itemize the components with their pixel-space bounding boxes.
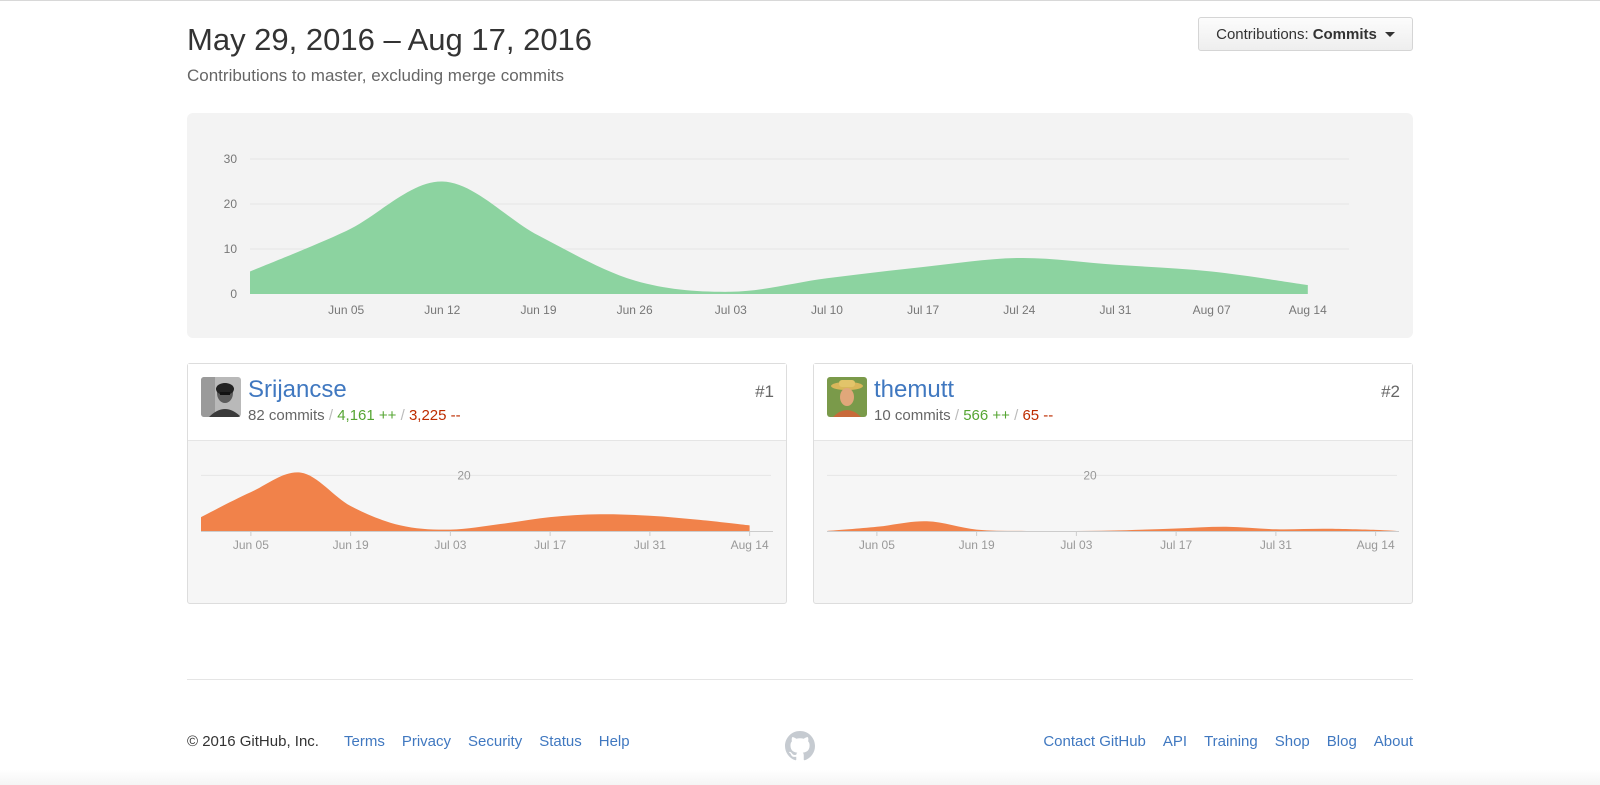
footer-link-privacy[interactable]: Privacy: [401, 733, 452, 750]
x-tick-label: Jul 24: [1003, 303, 1035, 317]
contributions-area-chart: 0 10 20 30 Jun 05 Jun 12 Jun 19 Jun 26 Jul 03 Jul…: [224, 152, 1349, 317]
y-tick-label: 20: [457, 468, 471, 482]
series-area: [201, 472, 750, 531]
deletions-count: 65 --: [1022, 407, 1054, 424]
x-tick-label: Jun 26: [617, 303, 653, 317]
commits-count-link[interactable]: 10 commits: [874, 407, 951, 424]
footer-link-terms[interactable]: Terms: [344, 733, 385, 750]
footer-link-training[interactable]: Training: [1204, 733, 1258, 750]
footer-link-contact[interactable]: Contact GitHub: [1043, 733, 1146, 750]
footer-link-blog[interactable]: Blog: [1326, 733, 1357, 750]
contributor-card-1: Srijancse 82 commits / 4,161 ++ / 3,225 …: [187, 363, 787, 604]
contributions-type-dropdown[interactable]: Contributions: Commits: [1198, 17, 1413, 51]
contributor-name-link[interactable]: themutt: [874, 376, 955, 403]
y-tick-label: 30: [224, 152, 238, 166]
x-tick-label: Aug 14: [731, 538, 769, 552]
contributions-value: Commits: [1312, 25, 1377, 43]
series-area: [827, 521, 1397, 532]
avatar[interactable]: [827, 377, 867, 417]
contributions-label: Contributions:: [1216, 25, 1309, 43]
x-tick-label: Jul 31: [1260, 538, 1292, 552]
y-tick-label: 10: [224, 242, 238, 256]
site-footer: © 2016 GitHub, Inc. Terms Privacy Securi…: [187, 731, 1413, 761]
contributor-rank: #1: [755, 382, 774, 401]
x-tick-label: Jul 10: [811, 303, 843, 317]
additions-count: 4,161 ++: [337, 407, 397, 424]
copyright-text: © 2016 GitHub, Inc.: [187, 733, 319, 750]
footer-link-status[interactable]: Status: [539, 733, 582, 750]
footer-links-left: Terms Privacy Security Status Help: [344, 733, 630, 750]
bottom-edge: [0, 770, 1600, 785]
footer-link-shop[interactable]: Shop: [1274, 733, 1310, 750]
github-logo: [785, 731, 815, 761]
x-tick-label: Jun 05: [233, 538, 269, 552]
series-area: [250, 181, 1308, 294]
x-tick-label: Jun 05: [328, 303, 364, 317]
x-tick-label: Jun 19: [959, 538, 995, 552]
contributor-card-2: themutt 10 commits / 566 ++ / 65 -- #2 2…: [813, 363, 1413, 604]
y-tick-label: 20: [1083, 468, 1097, 482]
separator: /: [1014, 407, 1019, 424]
additions-count: 566 ++: [963, 407, 1010, 424]
y-tick-label: 0: [230, 287, 237, 301]
x-tick-label: Aug 14: [1289, 303, 1327, 317]
x-tick-label: Jun 05: [859, 538, 895, 552]
footer-divider: [187, 679, 1413, 680]
separator: /: [328, 407, 334, 424]
contributor-card-header: Srijancse 82 commits / 4,161 ++ / 3,225 …: [188, 364, 786, 441]
caret-down-icon: [1384, 31, 1395, 37]
commits-count-link[interactable]: 82 commits: [248, 407, 325, 424]
x-tick-label: Jun 19: [333, 538, 369, 552]
footer-links-right: Contact GitHub API Training Shop Blog Ab…: [1043, 733, 1413, 750]
y-tick-label: 20: [224, 197, 238, 211]
avatar[interactable]: [201, 377, 241, 417]
x-tick-label: Jul 03: [1060, 538, 1092, 552]
footer-link-about[interactable]: About: [1373, 733, 1413, 750]
x-tick-label: Jul 17: [1160, 538, 1192, 552]
person-avatar-hat-icon: [827, 377, 867, 417]
x-tick-label: Aug 14: [1357, 538, 1395, 552]
x-tick-label: Jul 31: [1099, 303, 1131, 317]
deletions-count: 3,225 --: [408, 407, 461, 424]
contributor-area-chart: 20 Jun 05 Jun 19 Jul 03 Jul 17 Jul 31 Aug 14: [827, 468, 1399, 552]
top-border: [0, 0, 1600, 1]
footer-link-security[interactable]: Security: [468, 733, 523, 750]
x-tick-label: Jun 19: [520, 303, 556, 317]
contributor-area-chart: 20 Jun 05 Jun 19 Jul 03 Jul 17 Jul 31 Aug 14: [201, 468, 773, 552]
footer-link-help[interactable]: Help: [598, 733, 630, 750]
separator: /: [954, 407, 960, 424]
x-tick-label: Jul 03: [434, 538, 466, 552]
github-octocat-icon[interactable]: [785, 731, 815, 761]
x-tick-label: Aug 07: [1193, 303, 1231, 317]
contributor-stats: 10 commits / 566 ++ / 65 --: [874, 407, 1053, 424]
contributor-rank: #2: [1381, 382, 1400, 401]
x-tick-label: Jul 17: [907, 303, 939, 317]
x-tick-label: Jun 12: [424, 303, 460, 317]
x-tick-label: Jul 31: [634, 538, 666, 552]
person-avatar-grayscale-icon: [201, 377, 241, 417]
contributor-name-link[interactable]: Srijancse: [248, 376, 347, 403]
contributions-chart-panel: 0 10 20 30 Jun 05 Jun 12 Jun 19 Jun 26 Jul 03 Jul…: [187, 113, 1413, 338]
footer-link-api[interactable]: API: [1162, 733, 1188, 750]
date-range-title: May 29, 2016 – Aug 17, 2016: [187, 22, 593, 57]
contributor-card-header: themutt 10 commits / 566 ++ / 65 -- #2: [814, 364, 1412, 441]
graph-subtitle: Contributions to master, excluding merge…: [187, 66, 564, 85]
separator: /: [400, 407, 405, 424]
x-tick-label: Jul 03: [715, 303, 747, 317]
contributor-stats: 82 commits / 4,161 ++ / 3,225 --: [248, 407, 461, 424]
x-tick-label: Jul 17: [534, 538, 566, 552]
